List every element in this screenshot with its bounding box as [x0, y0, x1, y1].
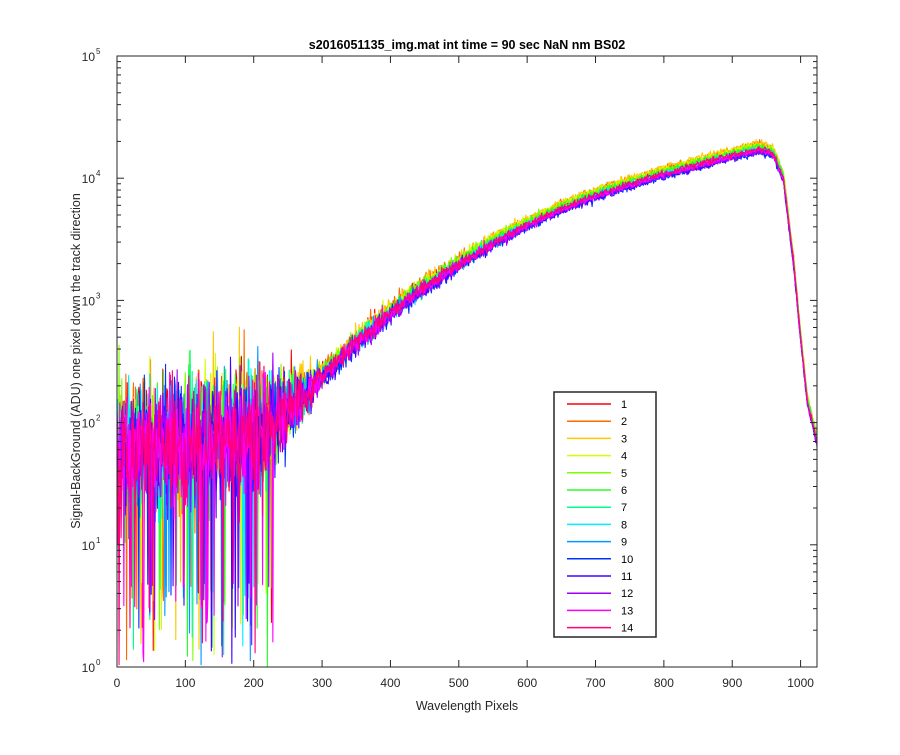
legend-item-10[interactable]: 10 [567, 554, 633, 566]
x-tick-label: 100 [175, 676, 195, 690]
x-tick-label: 500 [449, 676, 469, 690]
y-tick-label: 10 [82, 50, 96, 64]
y-tick-label-exponent: 1 [96, 536, 101, 545]
legend-label: 10 [621, 554, 633, 566]
legend-box [553, 391, 657, 638]
x-tick-label: 900 [722, 676, 742, 690]
y-axis-label: Signal-BackGround (ADU) one pixel down t… [69, 193, 83, 529]
x-tick-label: 300 [312, 676, 332, 690]
legend-label: 6 [621, 485, 627, 497]
x-tick-label: 600 [517, 676, 537, 690]
legend-label: 12 [621, 588, 633, 600]
legend-item-5[interactable]: 5 [567, 468, 627, 480]
y-tick-label-exponent: 3 [96, 291, 101, 300]
x-tick-label: 800 [654, 676, 674, 690]
y-tick-label: 10 [82, 172, 96, 186]
x-tick-label: 1000 [787, 676, 814, 690]
legend-label: 2 [621, 416, 627, 428]
legend-label: 4 [621, 451, 627, 463]
y-tick-label-exponent: 5 [96, 47, 101, 56]
y-tick-label: 10 [82, 661, 96, 675]
y-tick-label: 10 [82, 539, 96, 553]
legend-item-11[interactable]: 11 [567, 571, 632, 583]
legend-item-1[interactable]: 1 [567, 399, 627, 411]
legend-label: 3 [621, 433, 627, 445]
legend-item-13[interactable]: 13 [567, 605, 633, 617]
x-tick-label: 0 [114, 676, 121, 690]
legend-label: 11 [621, 571, 632, 583]
y-tick-label: 10 [82, 417, 96, 431]
legend-item-14[interactable]: 14 [567, 623, 633, 635]
y-tick-label-exponent: 0 [96, 658, 101, 667]
chart-title: s2016051135_img.mat int time = 90 sec Na… [309, 38, 626, 52]
legend-item-9[interactable]: 9 [567, 537, 627, 549]
x-axis-ticks: 0 100 200 300 400 500 600 700 800 900 1000 [114, 56, 814, 690]
y-tick-label: 10 [82, 294, 96, 308]
legend-item-3[interactable]: 3 [567, 433, 627, 445]
legend-item-4[interactable]: 4 [567, 451, 627, 463]
x-tick-label: 400 [380, 676, 400, 690]
legend-item-6[interactable]: 6 [567, 485, 627, 497]
x-tick-label: 700 [586, 676, 606, 690]
x-axis-label: Wavelength Pixels [416, 699, 518, 713]
legend-label: 1 [621, 399, 627, 411]
legend-label: 8 [621, 519, 627, 531]
legend-label: 13 [621, 605, 633, 617]
x-tick-label: 200 [244, 676, 264, 690]
legend-label: 7 [621, 502, 627, 514]
y-tick-label-exponent: 4 [96, 169, 101, 178]
y-tick-label-exponent: 2 [96, 414, 101, 423]
legend-item-8[interactable]: 8 [567, 519, 627, 531]
legend-item-7[interactable]: 7 [567, 502, 627, 514]
trace-group [116, 138, 818, 668]
legend-label: 14 [621, 623, 633, 635]
legend-label: 9 [621, 537, 627, 549]
legend-item-2[interactable]: 2 [567, 416, 627, 428]
series-line-14 [116, 145, 818, 666]
legend-label: 5 [621, 468, 627, 480]
axes-box [116, 55, 818, 668]
legend-item-12[interactable]: 12 [567, 588, 633, 600]
